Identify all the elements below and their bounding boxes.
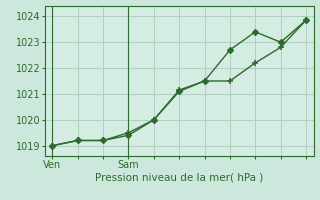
X-axis label: Pression niveau de la mer( hPa ): Pression niveau de la mer( hPa )	[95, 173, 263, 183]
